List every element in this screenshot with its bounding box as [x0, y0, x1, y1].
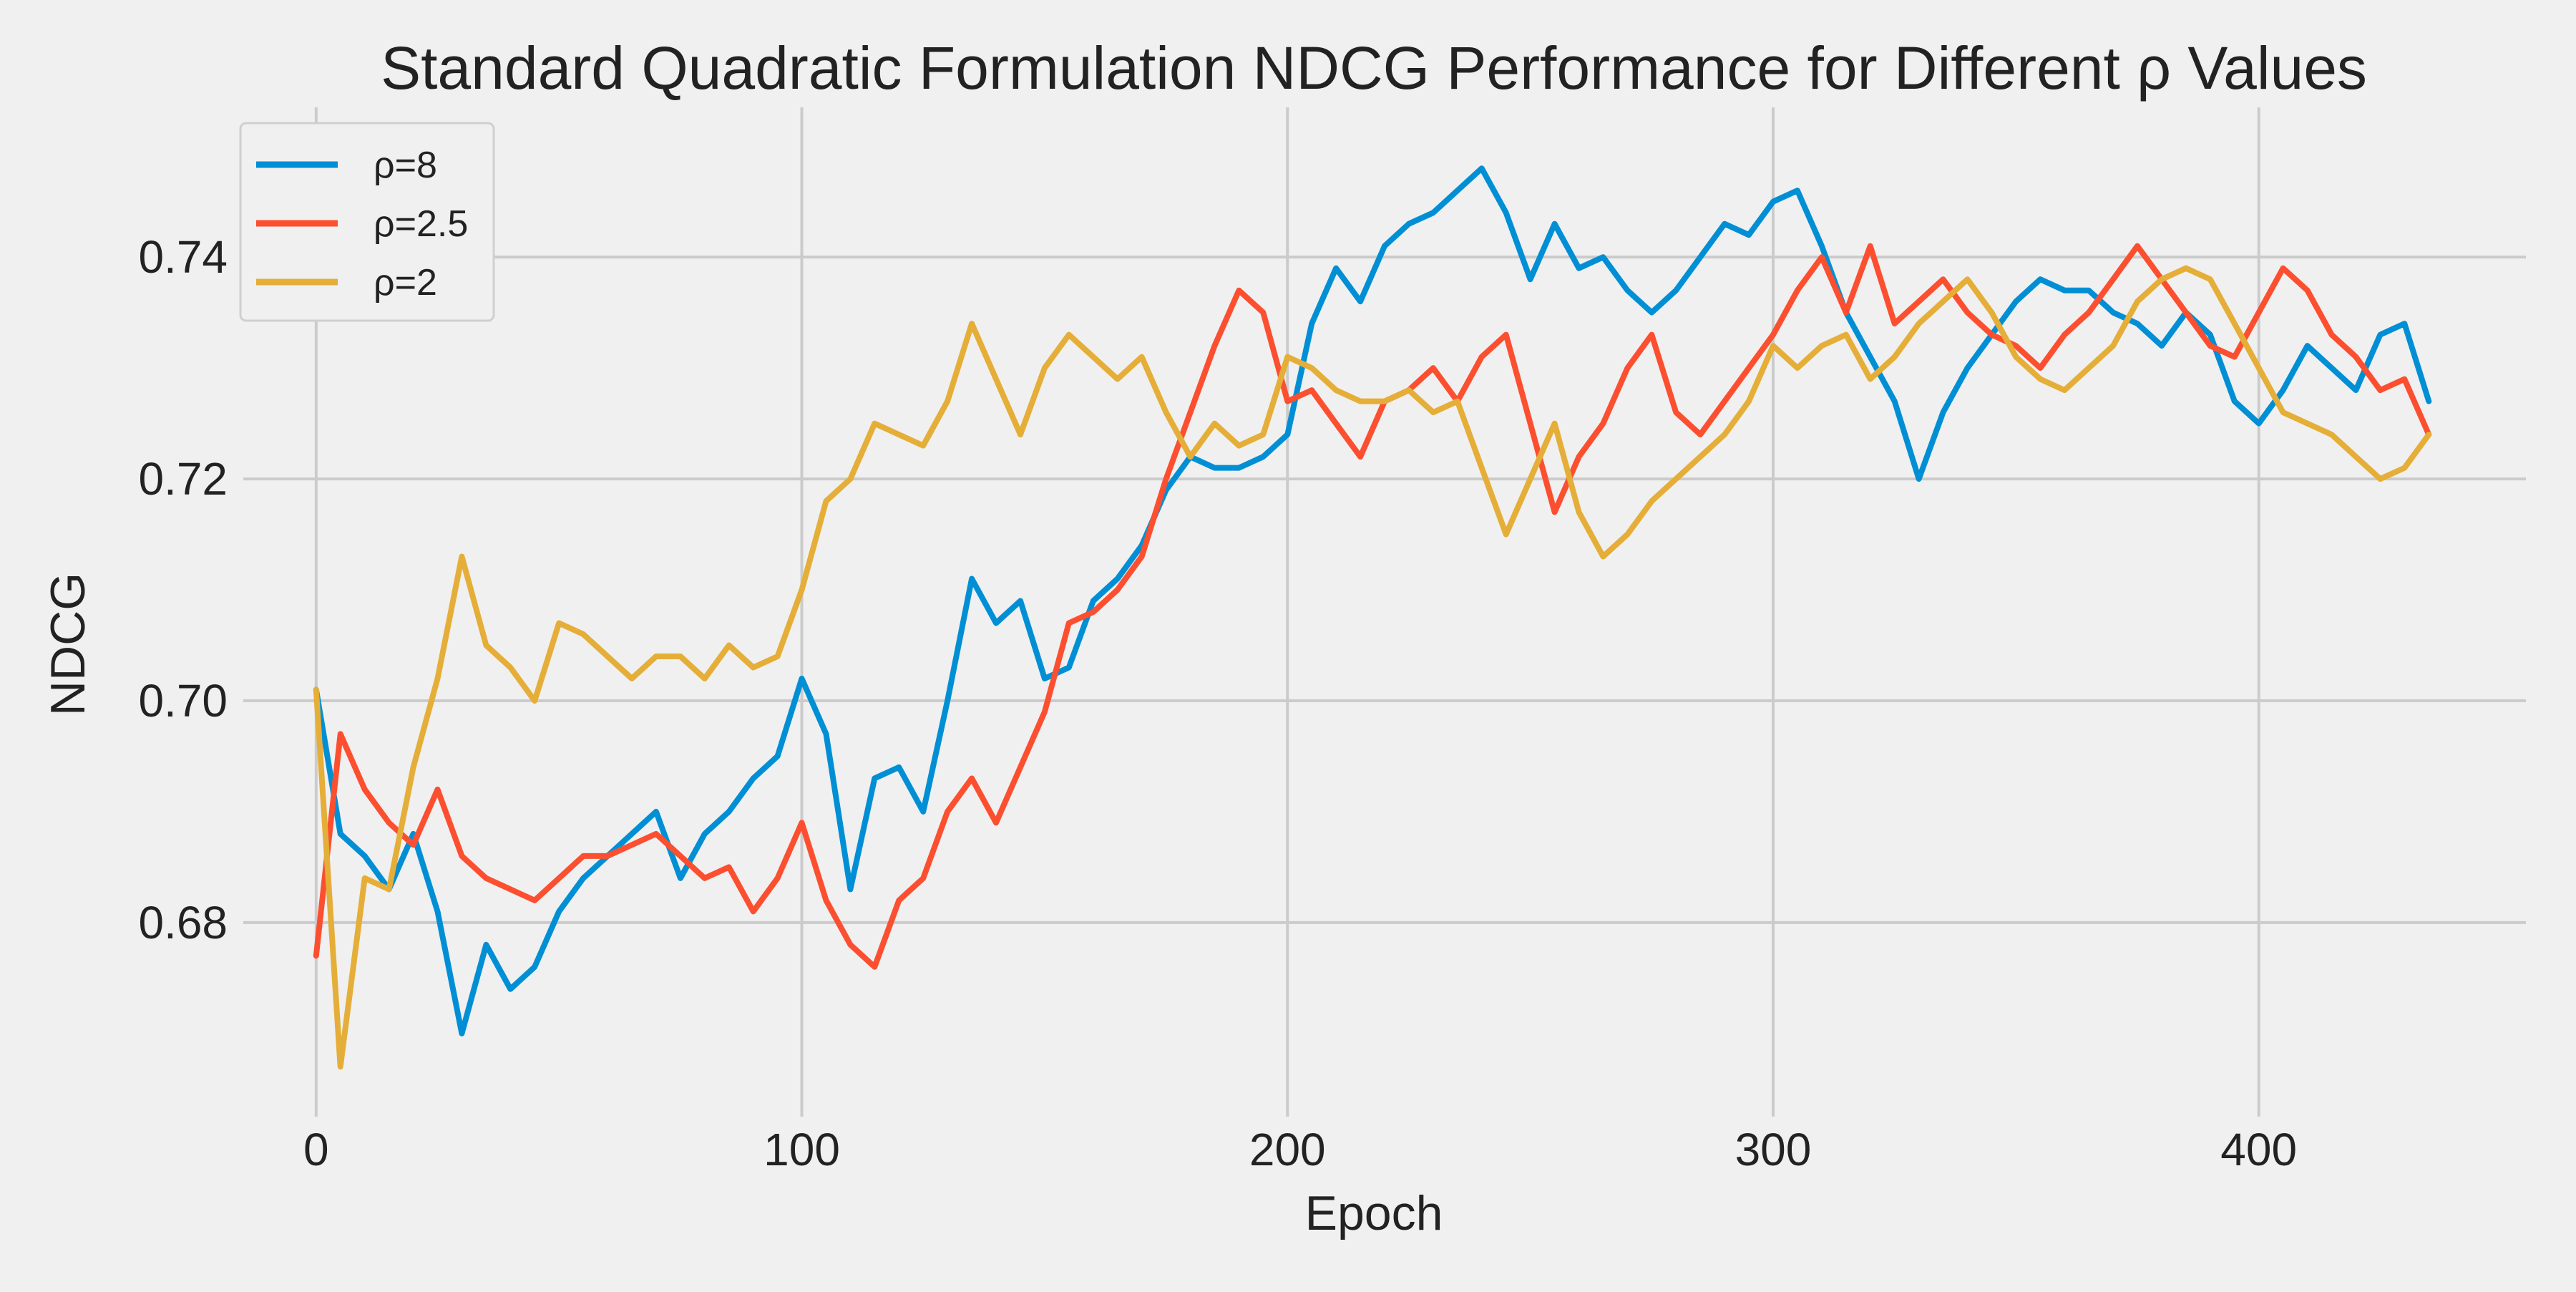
chart-title: Standard Quadratic Formulation NDCG Perf… — [381, 34, 2367, 102]
legend-box — [239, 122, 495, 322]
x-tick-label: 200 — [1249, 1124, 1326, 1175]
y-axis-label: NDCG — [41, 573, 95, 716]
legend-label-1: ρ=2.5 — [374, 203, 468, 245]
x-axis-label: Epoch — [1305, 1186, 1443, 1240]
grid-lines — [243, 107, 2526, 1117]
series-line-2 — [313, 265, 2432, 1070]
x-tick-label: 400 — [2220, 1124, 2297, 1175]
y-tick-label: 0.72 — [138, 453, 228, 505]
legend-label-0: ρ=8 — [374, 145, 437, 186]
x-tick-label: 300 — [1735, 1124, 1812, 1175]
series-line-0 — [313, 165, 2432, 1036]
series-lines — [313, 165, 2432, 1070]
x-tick-label: 100 — [763, 1124, 840, 1175]
tick-labels: 0 100 200 300 400 0.68 0.70 0.72 0.74 — [138, 231, 2297, 1175]
x-tick-label: 0 — [303, 1124, 329, 1175]
series-line-1 — [313, 243, 2432, 970]
legend: ρ=8 ρ=2.5 ρ=2 — [239, 122, 495, 322]
y-tick-label: 0.68 — [138, 897, 228, 948]
legend-label-2: ρ=2 — [374, 262, 437, 303]
y-tick-label: 0.74 — [138, 231, 228, 283]
y-tick-label: 0.70 — [138, 675, 228, 727]
